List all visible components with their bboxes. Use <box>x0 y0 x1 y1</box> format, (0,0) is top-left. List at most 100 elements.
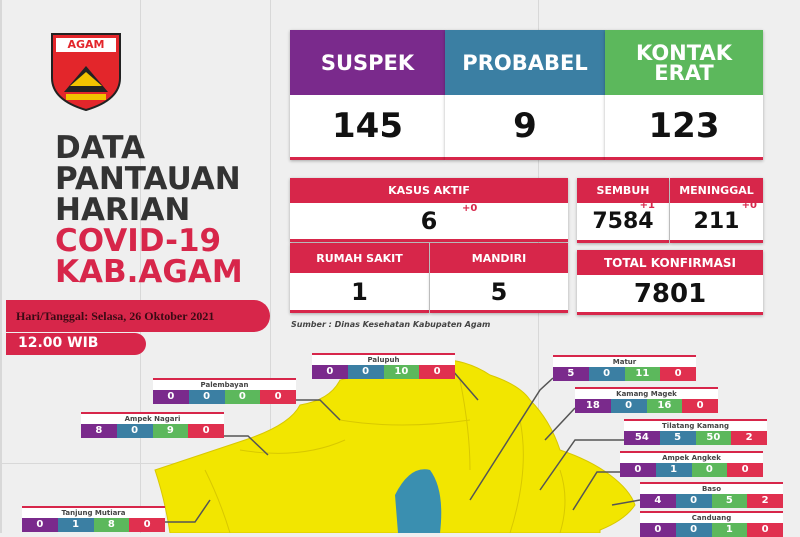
probabel-label: PROBABEL <box>445 30 605 95</box>
logo-text: AGAM <box>67 38 105 51</box>
probabel-count: 1 <box>57 518 94 532</box>
district-name: Matur <box>612 358 637 366</box>
rumah-sakit-card: RUMAH SAKIT 1 <box>290 243 429 313</box>
district-kamang-magek: Kamang Magek 18 0 16 0 <box>575 387 718 413</box>
probabel-count: 0 <box>675 494 712 508</box>
mandiri-value: 5 <box>490 277 508 306</box>
total-konfirmasi-value: 7801 <box>633 278 707 309</box>
district-name: Canduang <box>691 514 732 522</box>
grid-line <box>140 0 141 533</box>
meninggal-label: MENINGGAL <box>670 178 763 203</box>
district-palupuh: Palupuh 0 0 10 0 <box>312 353 455 379</box>
crest-icon <box>51 33 121 112</box>
meninggal-card: MENINGGAL 211 +0 <box>670 178 763 243</box>
source-text: Sumber : Dinas Kesehatan Kabupaten Agam <box>291 320 491 329</box>
kasus-aktif-label: KASUS AKTIF <box>290 178 568 203</box>
kontak-count: 5 <box>711 494 748 508</box>
suspek-count: 0 <box>22 518 58 532</box>
suspek-count: 0 <box>312 365 348 379</box>
district-tilatang-kamang: Tilatang Kamang 54 5 50 2 <box>624 419 767 445</box>
title-line: COVID-19 <box>55 223 222 259</box>
total-konfirmasi-card: TOTAL KONFIRMASI 7801 <box>577 250 763 315</box>
lake-maninjau <box>395 469 442 533</box>
sembuh-value: 7584 <box>592 209 654 234</box>
suspek-count: 8 <box>81 424 117 438</box>
positif-count: 0 <box>660 367 696 381</box>
sembuh-delta: +1 <box>639 200 655 211</box>
probabel-card: PROBABEL 9 <box>445 30 605 160</box>
district-name: Palembayan <box>200 381 249 389</box>
kontak-count: 0 <box>224 390 261 404</box>
title-line: KAB.AGAM <box>55 254 243 290</box>
probabel-count: 0 <box>116 424 153 438</box>
district-name: Baso <box>701 485 722 493</box>
probabel-count: 0 <box>188 390 225 404</box>
district-name: Tanjung Mutiara <box>61 509 126 517</box>
positif-count: 2 <box>731 431 767 445</box>
title-line: HARIAN <box>55 192 191 228</box>
probabel-count: 5 <box>659 431 696 445</box>
positif-count: 0 <box>727 463 763 477</box>
district-ampek-angkek: Ampek Angkek 0 1 0 0 <box>620 451 763 477</box>
positif-count: 2 <box>747 494 783 508</box>
logo: AGAM <box>48 30 124 112</box>
probabel-count: 0 <box>675 523 712 537</box>
mandiri-label: MANDIRI <box>430 243 568 273</box>
kontak-erat-value: 123 <box>648 106 720 146</box>
kontak-erat-card: KONTAK ERAT 123 <box>605 30 763 160</box>
sembuh-label: SEMBUH <box>577 178 669 203</box>
district-name: Tilatang Kamang <box>662 422 729 430</box>
probabel-count: 0 <box>610 399 647 413</box>
district-name: Palupuh <box>367 356 400 364</box>
district-tanjung-mutiara: Tanjung Mutiara 0 1 8 0 <box>22 506 165 532</box>
suspek-value: 145 <box>332 106 403 146</box>
district-name: Ampek Nagari <box>124 415 181 423</box>
district-canduang: Canduang 0 0 1 0 <box>640 511 783 537</box>
positif-count: 0 <box>129 518 165 532</box>
suspek-count: 54 <box>624 431 660 445</box>
kontak-erat-label: KONTAK ERAT <box>605 30 763 95</box>
positif-count: 0 <box>188 424 224 438</box>
title-line: DATA <box>55 130 146 166</box>
kontak-count: 8 <box>93 518 130 532</box>
time-banner: 12.00 WIB <box>6 333 146 355</box>
kontak-count: 10 <box>383 365 420 379</box>
positif-count: 0 <box>682 399 718 413</box>
probabel-count: 1 <box>655 463 692 477</box>
district-name: Ampek Angkek <box>662 454 721 462</box>
probabel-count: 0 <box>347 365 384 379</box>
positif-count: 0 <box>747 523 783 537</box>
date-banner: Hari/Tanggal: Selasa, 26 Oktober 2021 <box>6 300 270 332</box>
kontak-count: 11 <box>624 367 661 381</box>
suspek-count: 18 <box>575 399 611 413</box>
kontak-count: 9 <box>152 424 189 438</box>
suspek-card: SUSPEK 145 <box>290 30 445 160</box>
district-border <box>204 379 566 533</box>
kasus-aktif-card: KASUS AKTIF 6 +0 <box>290 178 568 242</box>
district-baso: Baso 4 0 5 2 <box>640 482 783 508</box>
suspek-label: SUSPEK <box>290 30 445 95</box>
total-konfirmasi-label: TOTAL KONFIRMASI <box>577 250 763 275</box>
probabel-count: 0 <box>588 367 625 381</box>
grid-line <box>0 0 2 533</box>
kasus-aktif-delta: +0 <box>462 203 478 214</box>
district-ampek-nagari: Ampek Nagari 8 0 9 0 <box>81 412 224 438</box>
kasus-aktif-value: 6 <box>420 207 438 235</box>
district-name: Kamang Magek <box>616 390 677 398</box>
grid-line <box>270 0 271 533</box>
rumah-sakit-value: 1 <box>351 277 368 306</box>
suspek-count: 0 <box>640 523 676 537</box>
meninggal-delta: +0 <box>741 200 757 211</box>
positif-count: 0 <box>419 365 455 379</box>
kontak-count: 1 <box>711 523 748 537</box>
suspek-count: 0 <box>153 390 189 404</box>
map-region <box>154 358 636 533</box>
positif-count: 0 <box>260 390 296 404</box>
rumah-sakit-label: RUMAH SAKIT <box>290 243 429 273</box>
kontak-count: 16 <box>646 399 683 413</box>
suspek-count: 4 <box>640 494 676 508</box>
kontak-count: 50 <box>695 431 732 445</box>
mandiri-card: MANDIRI 5 <box>430 243 568 313</box>
kontak-count: 0 <box>691 463 728 477</box>
